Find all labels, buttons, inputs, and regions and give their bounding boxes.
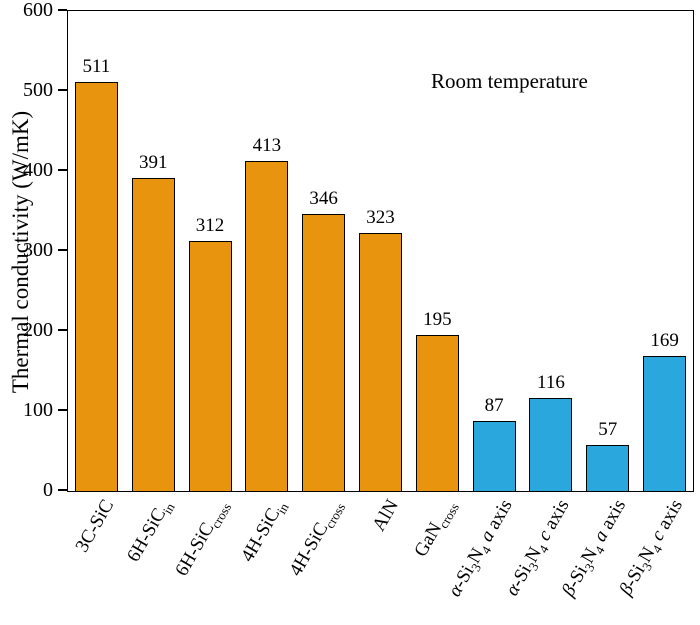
bar	[245, 160, 289, 491]
x-tick-label-text: 6H-SiCcross	[171, 500, 235, 580]
x-tick-label-text: GaNcross	[410, 500, 462, 561]
bar-value-label: 413	[252, 134, 282, 156]
bar	[529, 398, 573, 491]
bar-value-label: 195	[423, 309, 452, 330]
y-tick-mark	[58, 489, 67, 491]
bar-value-label: 346	[309, 188, 338, 210]
x-tick-label-text: AlN	[368, 496, 403, 535]
y-tick-label: 400	[23, 159, 53, 181]
y-tick-mark	[58, 409, 67, 411]
bar-value-label: 169	[650, 329, 679, 351]
y-tick-mark	[58, 169, 67, 171]
x-tick-label-text: 4H-SiCcross	[285, 500, 349, 580]
y-tick-mark	[58, 9, 67, 11]
x-axis: 3C-SiC 6H-SiCin 6H-SiCcross 4H-SiCin 4H-SiCc…	[67, 492, 692, 624]
annotation-room-temperature: Room temperature	[431, 69, 588, 93]
bar	[415, 335, 459, 491]
bar	[643, 355, 687, 491]
bar-value-label: 116	[537, 372, 565, 394]
y-axis: 0 100 200 300 400 500 600	[0, 0, 67, 501]
y-tick-mark	[58, 89, 67, 91]
x-tick-label-text: 3C-SiC	[71, 496, 119, 556]
y-tick-label: 100	[23, 399, 53, 421]
bar-value-label: 87	[484, 395, 504, 417]
bar-value-label: 511	[82, 56, 111, 78]
bar	[586, 445, 630, 491]
y-tick-label: 600	[23, 0, 53, 21]
y-tick-label: 300	[23, 239, 53, 261]
bar	[131, 178, 175, 491]
y-tick-mark	[58, 249, 67, 251]
bar-value-label: 391	[138, 152, 168, 174]
bar-value-label: 323	[366, 206, 395, 228]
x-tick-label-text: 6H-SiCin	[123, 500, 178, 566]
bar	[359, 232, 402, 491]
plot-area: Room temperature 511 391 312 413 346 323 195 87…	[67, 10, 694, 492]
bar-value-label: 312	[195, 215, 225, 237]
bar	[302, 214, 346, 491]
bar	[188, 241, 232, 491]
y-tick-label: 500	[23, 79, 53, 101]
bar	[74, 82, 118, 491]
y-tick-mark	[58, 329, 67, 331]
bar	[472, 421, 516, 491]
x-tick-label-text: 4H-SiCin	[236, 500, 292, 566]
y-tick-label: 0	[43, 479, 53, 501]
bar-value-label: 57	[598, 419, 618, 441]
y-tick-label: 200	[23, 319, 53, 341]
